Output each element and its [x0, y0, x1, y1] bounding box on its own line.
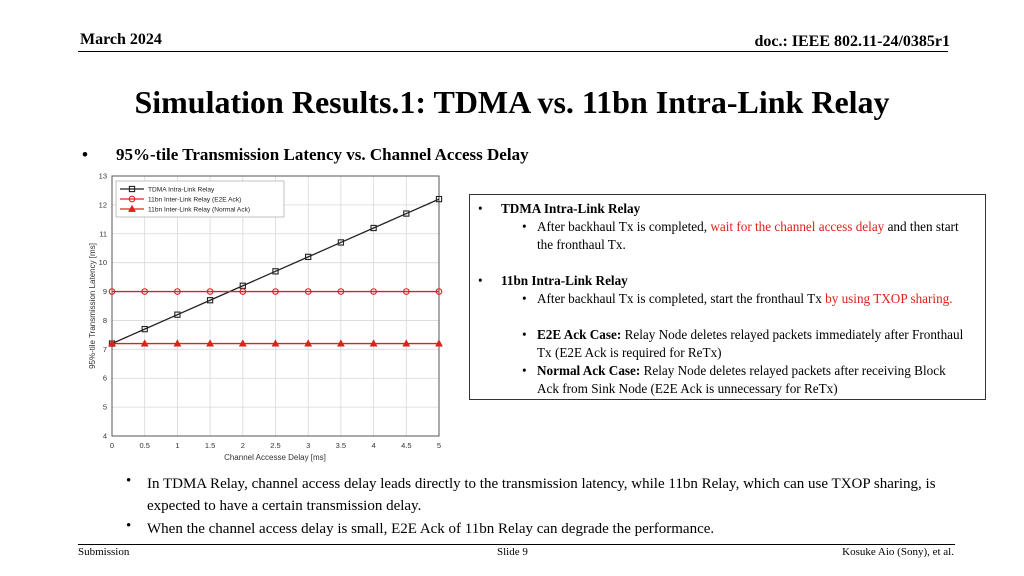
x-tick-label: 4	[372, 441, 376, 450]
x-tick-label: 1.5	[205, 441, 215, 450]
data-point-circle	[128, 195, 136, 203]
x-tick-label: 2.5	[270, 441, 280, 450]
subtitle: • 95%-tile Transmission Latency vs. Chann…	[82, 145, 529, 165]
data-point-square	[141, 325, 148, 333]
y-tick-label: 9	[103, 287, 107, 296]
notes-box: • TDMA Intra-Link Relay • After backhaul…	[469, 194, 986, 400]
data-point-triangle	[128, 204, 136, 212]
data-point-square	[272, 268, 279, 275]
y-tick-label: 8	[103, 316, 107, 325]
data-point-circle	[141, 288, 149, 295]
note-tdma-heading: TDMA Intra-Link Relay	[501, 201, 641, 216]
legend-label: 11bn Inter-Link Relay (Normal Ack)	[148, 207, 250, 214]
data-point-circle	[304, 288, 312, 295]
data-point-circle	[239, 288, 247, 295]
data-point-triangle	[238, 339, 247, 347]
y-tick-label: 12	[99, 200, 107, 209]
note-bullet: •	[478, 201, 483, 216]
y-tick-label: 4	[103, 432, 107, 441]
chart-legend: TDMA Intra-Link Relay 11bn Inter-Link Rel…	[115, 180, 285, 218]
data-point-square	[337, 239, 345, 246]
data-point-triangle	[369, 339, 378, 347]
x-tick-label: 1	[175, 441, 179, 450]
x-axis-label: Channel Accesse Delay [ms]	[224, 453, 326, 462]
y-tick-label: 11	[99, 229, 107, 238]
data-point-square	[370, 224, 377, 232]
note-bullet: •	[478, 273, 483, 288]
data-point-circle	[206, 288, 214, 295]
header-divider	[78, 51, 948, 52]
y-axis-label: 95%-tile Transmission Latency [ms]	[88, 243, 97, 369]
note-sub-bullet: •	[522, 219, 527, 234]
note-sub-bullet: •	[522, 291, 527, 306]
y-tick-label: 10	[99, 258, 107, 267]
x-tick-label: 3.5	[336, 441, 346, 450]
footer-author: Kosuke Aio (Sony), et al.	[842, 546, 954, 558]
data-point-circle	[402, 288, 410, 295]
x-tick-label: 0.5	[139, 441, 149, 450]
series-line-1	[111, 198, 440, 345]
y-tick-label: 13	[99, 172, 107, 181]
legend-label: 11bn Inter-Link Relay (E2E Ack)	[148, 197, 241, 204]
data-point-triangle	[108, 339, 116, 347]
data-point-square	[128, 185, 136, 193]
x-tick-label: 0	[110, 441, 114, 450]
footer-slide-number: Slide 9	[497, 546, 528, 558]
data-point-square	[403, 210, 410, 217]
latency-chart: 0 0.5 1 1.5 2 2.5 3 3.5 4 4.5 5 4 5 6 7 8 9 10 11 12 13 TDMA…	[88, 172, 443, 462]
x-tick-label: 5	[437, 441, 441, 450]
note-11bn-item-text: After backhaul Tx is completed, start th…	[537, 291, 953, 306]
subtitle-text: 95%-tile Transmission Latency vs. Channe…	[116, 145, 529, 164]
data-point-circle	[337, 288, 345, 295]
x-tick-label: 4.5	[401, 441, 411, 450]
plot-frame	[111, 175, 440, 437]
x-tick-label: 3	[306, 441, 310, 450]
data-point-triangle	[402, 339, 411, 347]
footer-divider	[78, 544, 955, 545]
note-11bn-heading: 11bn Intra-Link Relay	[501, 273, 628, 288]
slide-title: Simulation Results.1: TDMA vs. 11bn Intr…	[134, 84, 890, 120]
data-point-circle	[174, 288, 181, 295]
data-point-square	[305, 253, 312, 261]
legend-label: TDMA Intra-Link Relay	[148, 187, 215, 194]
subtitle-bullet: •	[82, 145, 88, 164]
note-normal-ack-text: Normal Ack Case: Relay Node deletes rela…	[537, 363, 946, 396]
bottom-bullet: •	[126, 518, 132, 534]
bottom-bullet: •	[126, 473, 132, 489]
x-tick-label: 2	[241, 441, 245, 450]
y-tick-label: 6	[103, 374, 107, 383]
data-point-triangle	[435, 339, 443, 347]
y-tick-label: 7	[103, 345, 107, 354]
chart-ticks: 0 0.5 1 1.5 2 2.5 3 3.5 4 4.5 5 4 5 6 7 8 9 10 11 12 13	[99, 172, 441, 451]
data-point-triangle	[206, 339, 215, 347]
data-point-triangle	[271, 339, 280, 347]
header-doc-id: doc.: IEEE 802.11-24/0385r1	[754, 33, 950, 50]
data-point-square	[174, 311, 181, 318]
data-point-triangle	[304, 339, 313, 347]
data-point-circle	[272, 288, 279, 295]
data-point-circle	[435, 288, 443, 295]
note-sub-bullet: •	[522, 363, 527, 378]
bottom-bullet-text-1: In TDMA Relay, channel access delay lead…	[147, 476, 936, 514]
header-date: March 2024	[80, 31, 162, 48]
footer-submission: Submission	[78, 546, 130, 558]
data-point-triangle	[140, 339, 149, 347]
data-point-circle	[370, 288, 377, 295]
data-point-circle	[108, 288, 116, 295]
data-point-triangle	[336, 339, 345, 347]
note-tdma-item-text: After backhaul Tx is completed, wait for…	[537, 219, 959, 252]
data-point-square	[206, 297, 214, 304]
data-point-square	[435, 195, 443, 203]
note-sub-bullet: •	[522, 327, 527, 342]
bottom-bullet-text-2: When the channel access delay is small, …	[147, 521, 715, 537]
chart-series	[108, 195, 443, 347]
note-e2e-ack-text: E2E Ack Case: Relay Node deletes relayed…	[537, 327, 964, 360]
y-tick-label: 5	[103, 403, 107, 412]
data-point-triangle	[173, 339, 182, 347]
